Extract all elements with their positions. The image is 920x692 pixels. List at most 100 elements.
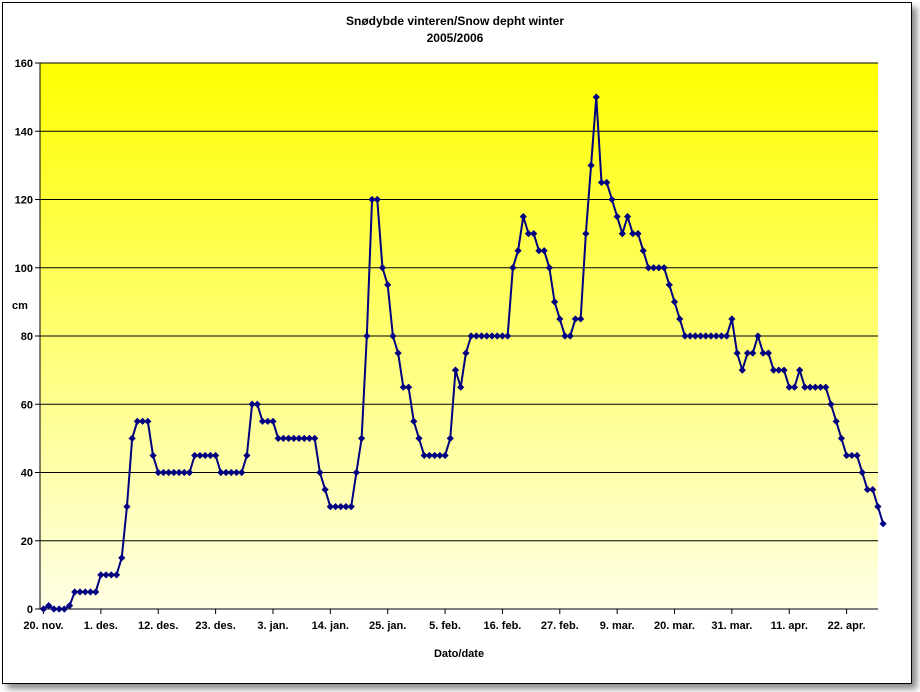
data-point [483,332,491,340]
data-point [446,434,454,442]
data-point [869,485,877,494]
chart-frame: Snødybde vinteren/Snow depht winter 2005… [2,2,912,684]
data-point [874,503,882,511]
data-point [269,417,277,425]
data-point [65,601,74,610]
data-point [582,230,590,238]
data-point [524,230,533,238]
data-point [102,571,110,579]
data-point [144,417,152,425]
x-tick-label: 1. des. [84,620,118,632]
data-point [775,366,783,374]
data-point [827,400,835,408]
data-point [81,588,89,596]
x-tick-label: 12. des. [138,620,178,632]
y-tick-label: 160 [15,58,33,70]
data-point [801,383,809,391]
data-point [311,434,319,442]
data-point [264,417,272,425]
data-point [321,485,329,494]
data-point [467,332,475,340]
data-point [790,383,799,391]
data-point [279,434,287,442]
data-point [258,417,267,425]
data-point [571,315,580,323]
data-point [733,349,741,357]
data-point [55,605,63,613]
data-point [623,212,632,221]
data-point [863,485,872,494]
data-point [556,315,564,323]
data-point [159,468,168,477]
data-point [780,366,788,374]
data-point [154,468,162,477]
data-point [211,451,220,460]
data-point [60,605,68,613]
data-point [843,451,851,460]
data-point [519,212,527,221]
data-point [285,434,293,442]
data-point [300,434,308,442]
data-point [389,332,397,340]
data-point [196,451,204,460]
data-point [222,468,230,477]
data-point [603,178,611,187]
data-point [97,571,105,579]
data-point [738,366,746,374]
data-point [149,451,157,460]
data-point [530,230,538,238]
data-point [629,230,637,238]
data-point [618,230,626,238]
data-point [410,417,418,425]
x-tick-label: 3. jan. [257,620,288,632]
x-tick-label: 14. jan. [312,620,349,632]
data-point [227,468,235,477]
data-point [451,366,460,374]
data-point [295,434,303,442]
data-point [676,315,684,323]
data-point [717,332,726,340]
data-point [316,468,324,477]
snow-depth-chart: Snødybde vinteren/Snow depht winter 2005… [12,14,887,660]
data-point [415,434,423,442]
data-point [232,468,241,477]
x-axis-label: Dato/date [434,648,484,660]
data-point [848,451,856,460]
data-point [749,349,757,357]
data-point [92,588,100,596]
data-point [477,332,486,340]
data-point [764,349,772,357]
data-point [441,451,449,460]
data-point [566,332,574,340]
data-point [670,298,679,306]
data-point [561,332,569,340]
data-point [816,383,825,391]
data-point [201,451,209,460]
x-tick-label: 27. feb. [541,620,579,632]
y-tick-label: 80 [21,331,33,343]
data-point [165,468,173,477]
y-tick-label: 0 [27,604,33,616]
data-point [592,93,600,101]
data-point [358,434,366,442]
data-point [686,332,694,340]
data-point [253,400,261,408]
data-point [123,503,131,511]
data-point [39,605,48,613]
data-point [665,281,673,289]
y-tick-label: 60 [21,399,33,411]
x-tick-label: 16. feb. [483,620,521,632]
data-point [378,264,387,272]
data-point [175,468,183,477]
data-point [138,417,147,425]
data-point [118,554,126,562]
data-point [363,332,371,340]
data-point [342,503,350,511]
data-point [373,195,381,204]
data-point [384,281,392,289]
data-point [712,332,720,340]
data-point [613,212,621,221]
data-point [347,503,355,511]
data-point [639,247,647,255]
y-tick-label: 100 [15,263,33,275]
